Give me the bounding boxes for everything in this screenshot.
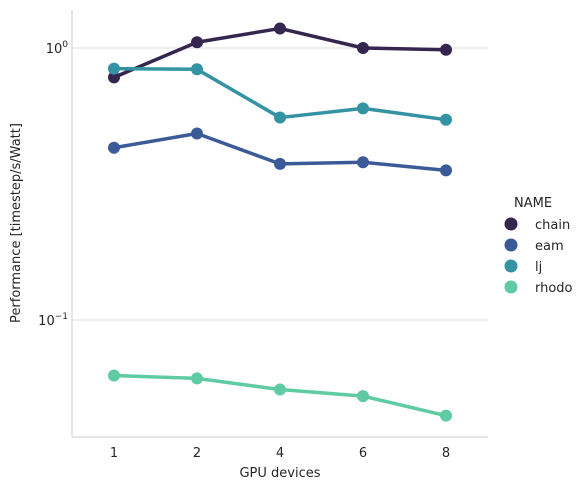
point-rhodo-1 xyxy=(108,369,120,382)
legend-title: NAME xyxy=(514,196,552,211)
point-rhodo-2 xyxy=(191,372,203,385)
legend-label-lj: lj xyxy=(535,260,542,275)
y-tick-exponent: 0 xyxy=(62,40,68,50)
point-lj-8 xyxy=(440,113,452,126)
point-eam-4 xyxy=(274,157,286,170)
legend-label-rhodo: rhodo xyxy=(535,281,573,296)
point-rhodo-8 xyxy=(440,409,452,422)
axes xyxy=(71,10,488,438)
point-eam-6 xyxy=(357,156,369,169)
x-ticks: 1 2 4 6 8 xyxy=(110,446,450,461)
point-eam-2 xyxy=(191,127,203,140)
point-eam-1 xyxy=(108,141,120,154)
point-chain-6 xyxy=(357,42,369,54)
point-eam-8 xyxy=(440,164,452,177)
y-axis-label: Performance [timestep/s/Watt] xyxy=(9,123,24,323)
x-axis-label: GPU devices xyxy=(239,466,320,481)
series-group xyxy=(108,22,452,422)
legend-marker-chain xyxy=(504,217,518,231)
x-tick-label: 2 xyxy=(193,446,201,461)
y-tick-label: 10−1 xyxy=(38,312,68,329)
grid xyxy=(72,47,488,321)
point-lj-6 xyxy=(357,102,369,115)
point-chain-1 xyxy=(108,71,120,84)
y-tick-base: 10 xyxy=(46,42,63,57)
y-tick-exponent: −1 xyxy=(55,312,68,322)
legend-marker-eam xyxy=(504,238,518,252)
x-tick-label: 4 xyxy=(276,446,284,461)
legend-marker-rhodo xyxy=(504,280,518,294)
point-chain-8 xyxy=(440,43,452,56)
legend-label-chain: chain xyxy=(535,218,570,233)
legend-marker-lj xyxy=(504,259,518,273)
y-tick-label: 100 xyxy=(46,40,69,57)
point-rhodo-6 xyxy=(357,390,369,403)
point-rhodo-4 xyxy=(274,383,286,396)
point-lj-4 xyxy=(274,111,286,124)
x-tick-label: 8 xyxy=(442,446,450,461)
legend-label-eam: eam xyxy=(535,239,564,254)
series-line-rhodo xyxy=(112,373,448,418)
x-tick-label: 6 xyxy=(359,446,367,461)
point-lj-1 xyxy=(108,62,120,75)
legend: NAME chain eam lj rhodo xyxy=(504,196,573,296)
point-lj-2 xyxy=(191,63,203,76)
x-tick-label: 1 xyxy=(110,446,118,461)
point-chain-2 xyxy=(191,36,203,49)
y-tick-base: 10 xyxy=(38,314,55,329)
point-chain-4 xyxy=(274,22,286,35)
